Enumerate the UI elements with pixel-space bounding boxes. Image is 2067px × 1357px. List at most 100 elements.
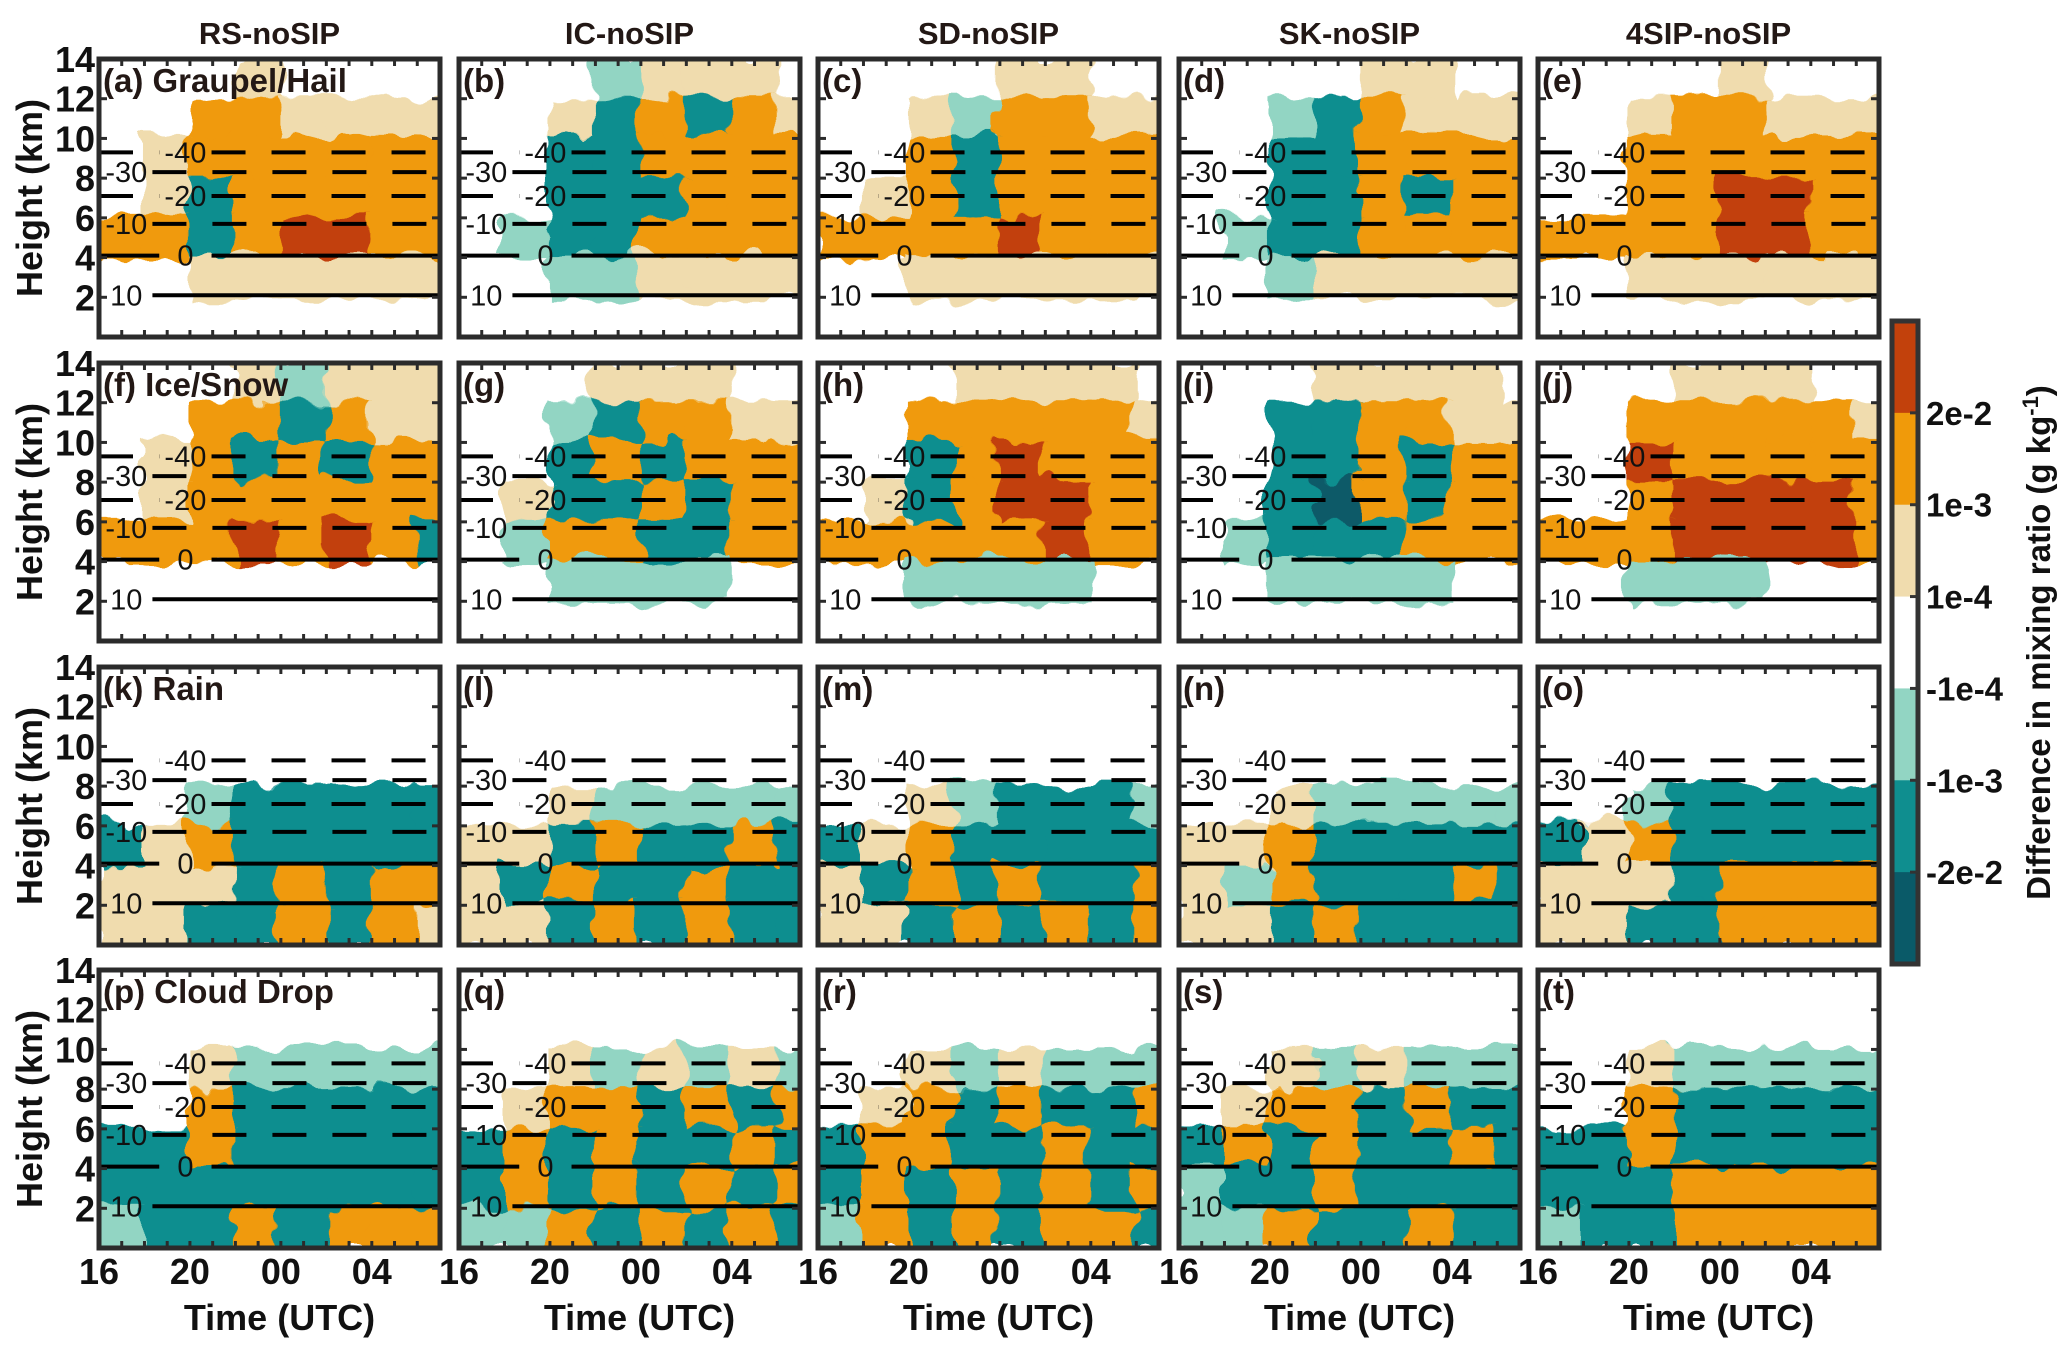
contour-cell	[278, 1166, 329, 1211]
contour-cell	[1854, 863, 1879, 908]
contour-cell	[142, 1166, 192, 1211]
contour-cell	[775, 96, 800, 141]
isotherm-label: -10	[105, 513, 147, 545]
colorbar-tick-label: 1e-3	[1926, 487, 1992, 524]
panel: -40 -30 -20 -10 0 10 (i)	[1176, 360, 1523, 644]
y-tick-label: 6	[75, 806, 95, 847]
isotherm-label: -20	[883, 1092, 925, 1124]
contour-cell	[1854, 1166, 1879, 1211]
panel-frame	[1176, 360, 1523, 644]
contour-cell	[684, 1166, 734, 1211]
contour-cell	[775, 1206, 800, 1248]
contour-cell	[1672, 400, 1722, 445]
isotherm-label: -20	[883, 181, 925, 213]
colorbar-frame	[1889, 318, 1921, 967]
x-tick-label: 16	[79, 1251, 119, 1292]
y-tick-label: 2	[75, 277, 95, 318]
isotherm-label: -30	[1544, 1068, 1586, 1100]
contour-cell	[1358, 400, 1409, 445]
panel: -40 -30 -20 -10 0 10 (h)	[815, 360, 1162, 644]
contour-cell	[547, 863, 598, 908]
isotherm-label: 0	[1257, 241, 1273, 273]
x-tick-label: 04	[1791, 1251, 1831, 1292]
y-tick-label: 10	[55, 1029, 95, 1070]
contour-cell	[1854, 255, 1879, 300]
contour-cell	[1854, 1206, 1879, 1248]
isotherm-label: -40	[883, 745, 925, 777]
contour-cell	[99, 215, 147, 260]
contour-field: -40 -30 -20 -10 0 10	[459, 970, 800, 1248]
isotherm-label: 0	[1616, 241, 1632, 273]
contour-cell	[1672, 559, 1722, 604]
panel-label: (i)	[1183, 366, 1214, 403]
contour-cell	[729, 255, 780, 300]
isotherm-label: -40	[1603, 137, 1645, 169]
isotherm-label: -30	[824, 1068, 866, 1100]
contour-cell	[593, 96, 643, 141]
contour-cell	[1134, 903, 1159, 945]
contour-cell	[547, 255, 598, 300]
isotherm-label: -40	[164, 1048, 206, 1080]
contour-cell	[415, 863, 440, 908]
contour-cell	[1763, 863, 1813, 908]
contour-cell	[1449, 96, 1500, 141]
isotherm-label: -10	[1185, 209, 1227, 241]
contour-cell	[638, 255, 689, 300]
panel-label: (n)	[1183, 670, 1225, 707]
contour-cell	[1672, 255, 1722, 300]
contour-cell	[593, 255, 643, 300]
contour-cell	[369, 255, 420, 300]
y-tick-label: 10	[55, 118, 95, 159]
y-axis-label: Height (km)	[9, 707, 50, 905]
y-tick-label: 12	[55, 79, 95, 120]
contour-cell	[1495, 903, 1520, 945]
y-axis-label: Height (km)	[9, 1010, 50, 1208]
contour-cell	[638, 1166, 689, 1211]
colorbar-segment	[1892, 872, 1918, 965]
isotherm-label: 10	[829, 1191, 861, 1223]
isotherm-label: -20	[524, 485, 566, 517]
contour-cell	[415, 363, 440, 405]
isotherm-label: 0	[1616, 849, 1632, 881]
contour-fill	[459, 667, 800, 945]
contour-cell	[187, 863, 238, 908]
panel-frame	[815, 664, 1162, 948]
contour-cell	[415, 1166, 440, 1211]
panel: -40 -30 -20 -10 0 10 (r) 16 20 00 04 Time (UTC)	[798, 967, 1162, 1338]
contour-field: -40 -30 -20 -10 0 10	[1179, 667, 1520, 945]
contour-cell	[1222, 1166, 1272, 1211]
panel-frame	[1535, 664, 1882, 948]
isotherm-label: 0	[1257, 849, 1273, 881]
y-tick-label: 2	[75, 1188, 95, 1229]
contour-cell	[1267, 559, 1318, 604]
panel: -40 -30 -20 -10 0 10 (e)	[1535, 56, 1882, 340]
contour-cell	[861, 863, 911, 908]
x-tick-label: 20	[889, 1251, 929, 1292]
panel-label: (m)	[822, 670, 873, 707]
contour-cell	[547, 96, 598, 141]
contour-cell	[1581, 863, 1631, 908]
panel-frame	[1176, 56, 1523, 340]
panel: -40 -30 -20 -10 0 10 (m)	[815, 664, 1162, 948]
contour-field: -40 -30 -20 -10 0 10	[99, 667, 440, 945]
colorbar-segment	[1892, 412, 1918, 506]
isotherm-label: -10	[824, 513, 866, 545]
contour-cell	[1179, 1166, 1227, 1211]
contour-cell	[1222, 863, 1272, 908]
panel-label: (p) Cloud Drop	[103, 973, 334, 1010]
contour-cell	[1449, 863, 1500, 908]
contour-cell	[1267, 863, 1318, 908]
isotherm-label: 10	[110, 888, 142, 920]
panel-frame	[1535, 967, 1882, 1251]
contour-cell	[729, 1166, 780, 1211]
colorbar-label-text: Difference in mixing ratio (g kg	[2020, 416, 2057, 900]
isotherm-label: 0	[896, 1152, 912, 1184]
contour-cell	[502, 863, 552, 908]
contour-cell	[369, 400, 420, 445]
contour-cell	[906, 255, 957, 300]
contour-cell	[1538, 823, 1586, 868]
isotherm-label: 10	[829, 888, 861, 920]
y-tick-label: 12	[55, 383, 95, 424]
